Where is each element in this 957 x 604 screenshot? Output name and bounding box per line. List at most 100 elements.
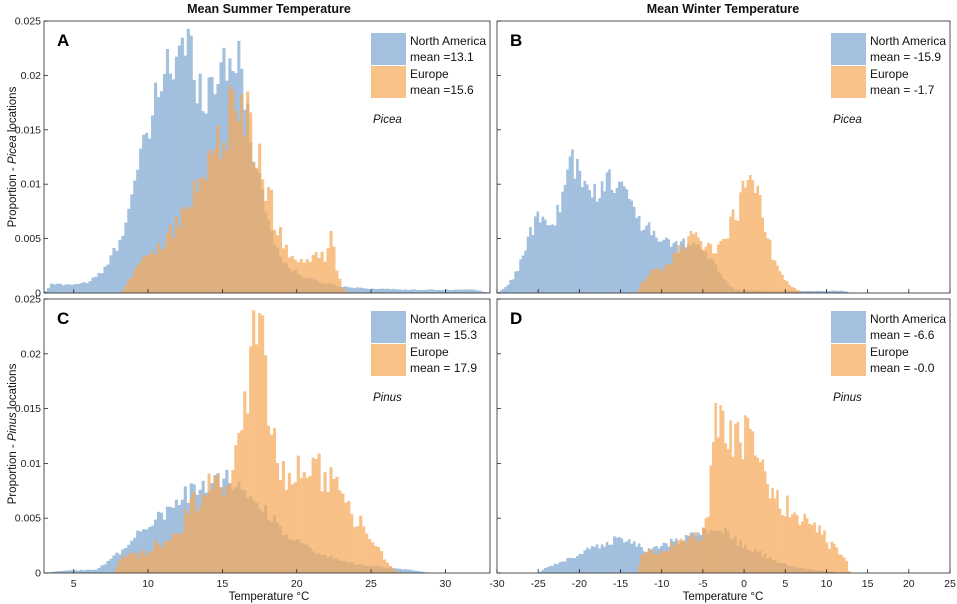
series-europe [121,85,348,293]
histogram-bar [130,277,134,293]
histogram-bar [335,270,339,293]
histogram-bar [180,37,184,293]
histogram-bar [183,55,187,293]
histogram-bar [249,346,253,573]
histogram-bar [156,243,161,293]
histogram-bar [605,172,609,293]
histogram-bar [326,491,330,573]
histogram-bar [451,289,455,293]
histogram-bar [563,184,567,293]
histogram-bar [620,538,624,573]
histogram-bar [543,568,547,573]
histogram-bar [385,562,390,573]
histogram-bar [165,233,170,293]
histogram-bar [216,473,220,573]
histogram-bar [618,181,621,293]
histogram-bar [377,288,381,293]
histogram-bar [118,560,122,573]
histogram-bar [803,513,807,573]
histogram-bar [623,186,626,293]
histogram-bar [847,571,851,573]
histogram-bar [791,514,794,573]
histogram-bar [49,572,54,573]
legend-series-name: North America [410,34,486,48]
x-tick-label: 20 [903,578,915,590]
histogram-bar [243,391,247,573]
histogram-bar [640,282,643,293]
histogram-bar [445,289,449,293]
histogram-bar [403,569,407,573]
histogram-bar [835,547,839,573]
histogram-bar [613,536,616,573]
histogram-bar [174,56,178,293]
histogram-bar [566,169,569,293]
histogram-bar [724,443,727,573]
histogram-bar [76,570,80,573]
panel-letter: A [57,31,69,50]
histogram-bar [731,456,735,573]
histogram-bar [721,410,725,573]
histogram-bar [556,564,559,573]
histogram-bar [55,283,60,293]
histogram-bar [145,255,149,293]
histogram-bar [687,236,690,293]
histogram-bar [707,242,710,293]
histogram-bar [70,284,74,293]
histogram-bar [136,557,140,573]
histogram-bar [195,511,199,573]
x-tick-label: -5 [698,578,707,590]
histogram-bar [660,272,663,293]
histogram-bar [109,255,113,293]
histogram-bar [73,284,77,293]
histogram-bar [97,273,101,293]
histogram-bar [240,94,244,293]
histogram-bar [356,526,360,573]
histogram-bar [595,201,599,293]
histogram-bar [139,261,143,293]
histogram-bar [237,432,241,573]
x-tick-label: -25 [531,578,546,590]
x-tick-label: -15 [613,578,628,590]
histogram-bar [382,559,387,573]
genus-label: Picea [373,114,402,126]
histogram-bar [174,533,178,573]
histogram-bar [588,549,592,573]
histogram-bar [55,571,60,573]
histogram-bar [746,417,750,573]
histogram-bar [341,288,345,293]
histogram-bar [791,286,794,293]
histogram-bar [403,289,407,293]
histogram-bar [665,550,668,573]
histogram-bar [719,241,722,293]
histogram-bar [571,558,574,573]
histogram-bar [385,288,390,293]
histogram-bar [578,170,582,293]
histogram-bar [773,498,777,573]
histogram-bar [344,286,348,293]
y-tick-label: 0.025 [15,16,41,28]
histogram-bar [726,449,730,573]
histogram-bar [645,225,648,293]
histogram-bar [70,570,74,573]
histogram-bar [694,532,698,573]
histogram-bar [171,79,175,293]
histogram-bar [635,546,638,573]
legend: North America mean =13.1 Europe mean =15.6 [371,33,486,98]
histogram-bar [278,480,283,573]
x-tick-label: 5 [782,578,788,590]
histogram-bar [568,557,572,573]
histogram-bar [67,570,71,573]
histogram-bar [267,187,271,293]
histogram-bar [195,192,199,293]
title-winter: Mean Winter Temperature [647,2,800,16]
histogram-bar [228,483,232,573]
histogram-bar [264,201,268,293]
histogram-bar [275,463,280,573]
histogram-bar [58,283,62,293]
histogram-bar [514,271,517,293]
legend-swatch [371,33,406,65]
histogram-bar [186,514,190,573]
histogram-bar [168,506,172,573]
histogram-bar [136,169,140,293]
histogram-bar [234,110,238,293]
